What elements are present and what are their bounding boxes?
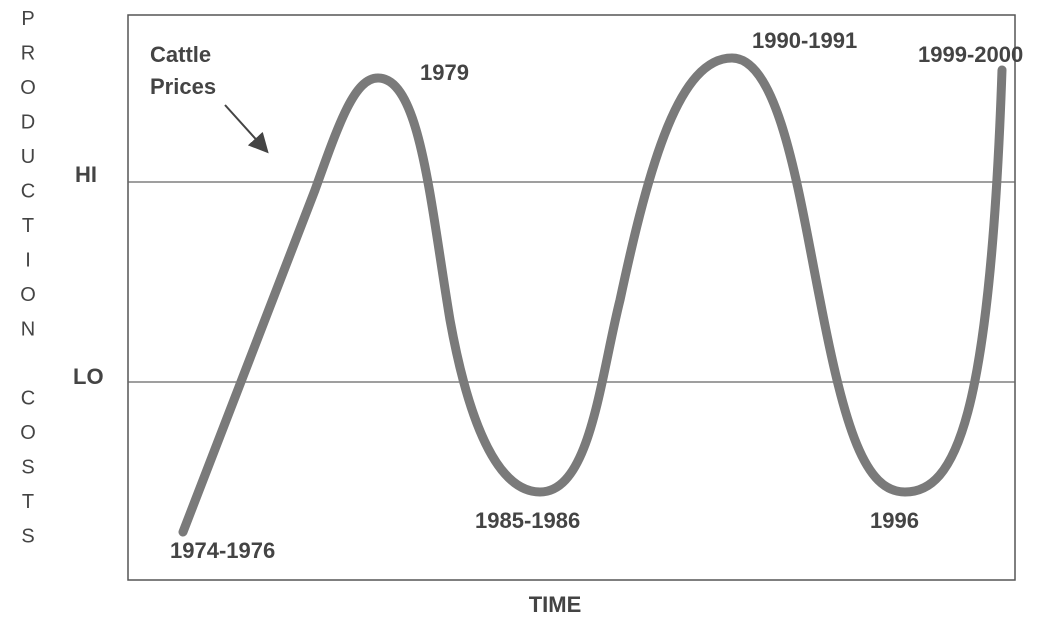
point-label: 1985-1986: [475, 508, 580, 533]
point-label: 1996: [870, 508, 919, 533]
annotation: Prices: [150, 74, 216, 99]
frame: [127, 14, 1016, 581]
price-curve: [178, 53, 1007, 537]
hi-label: HI: [75, 162, 97, 187]
point-label: 1990-1991: [752, 28, 857, 53]
lo-label: LO: [73, 364, 104, 389]
point-label: 1974-1976: [170, 538, 275, 563]
y-axis-label: PRODUCTION COSTS: [17, 8, 39, 560]
annotation: Cattle: [150, 42, 211, 67]
x-axis-label: TIME: [529, 592, 582, 617]
point-label: 1979: [420, 60, 469, 85]
point-label: 1999-2000: [918, 42, 1023, 67]
annotation-arrow: [224, 104, 269, 154]
